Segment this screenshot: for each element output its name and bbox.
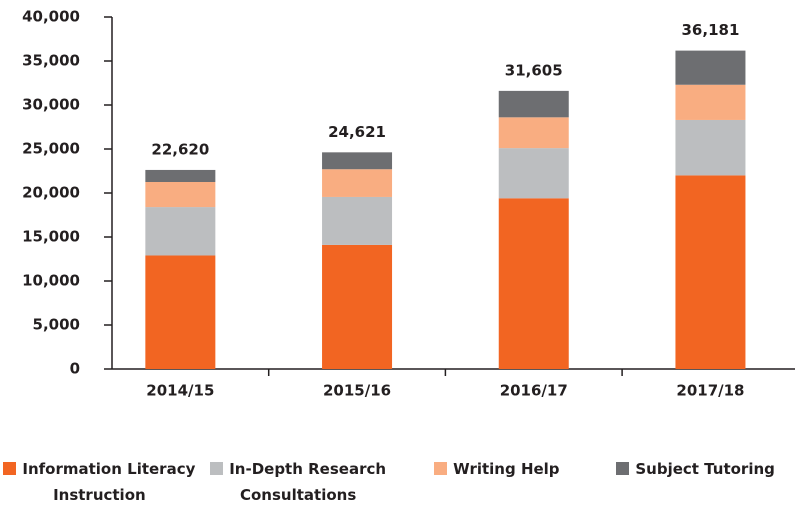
y-tick-label: 40,000 xyxy=(22,8,80,26)
bar-segment xyxy=(498,148,569,199)
total-label: 36,181 xyxy=(682,21,740,39)
bar-segment xyxy=(145,255,216,369)
y-tick-label: 20,000 xyxy=(22,184,80,202)
bar-segment xyxy=(322,152,393,170)
bar-segment xyxy=(675,84,746,120)
legend-item: Subject Tutoring xyxy=(598,456,793,505)
bar-segment xyxy=(675,175,746,369)
legend: Information Literacy Instruction In-Depth… xyxy=(0,456,795,505)
total-label: 22,620 xyxy=(151,140,209,158)
legend-swatch xyxy=(434,462,448,475)
legend-swatch xyxy=(210,462,224,475)
bar-segment xyxy=(498,90,569,118)
bar-segment xyxy=(498,198,569,369)
bar-segment xyxy=(675,119,746,176)
x-tick-label: 2015/16 xyxy=(323,382,391,400)
y-tick-label: 25,000 xyxy=(22,140,80,158)
x-tick-label: 2017/18 xyxy=(676,382,744,400)
legend-item: In-Depth Research Consultations xyxy=(201,456,396,505)
x-tick-label: 2016/17 xyxy=(500,382,568,400)
y-tick-label: 5,000 xyxy=(33,316,80,334)
bar-segment xyxy=(145,169,216,182)
y-tick-label: 35,000 xyxy=(22,52,80,70)
total-label: 24,621 xyxy=(328,123,386,141)
legend-item: Writing Help xyxy=(399,456,594,505)
bar-segment xyxy=(675,50,746,85)
total-label: 31,605 xyxy=(505,61,563,79)
bar-segment xyxy=(498,117,569,149)
legend-label: Information Literacy Instruction xyxy=(22,460,196,504)
y-tick-label: 15,000 xyxy=(22,228,80,246)
y-tick-label: 10,000 xyxy=(22,272,80,290)
chart: 0 5,000 10,000 15,000 20,000 25,000 30,000 35,0… xyxy=(22,8,795,400)
legend-swatch xyxy=(3,462,17,475)
bar-segment xyxy=(322,244,393,369)
bar-segment xyxy=(322,196,393,245)
legend-label: Writing Help xyxy=(453,460,560,478)
legend-swatch xyxy=(616,462,630,475)
legend-item: Information Literacy Instruction xyxy=(2,456,197,505)
bar-segment xyxy=(322,169,393,197)
bar-segment xyxy=(145,182,216,208)
x-tick-label: 2014/15 xyxy=(146,382,214,400)
legend-label: Subject Tutoring xyxy=(635,460,775,478)
y-tick-label: 0 xyxy=(70,360,80,378)
bar-segment xyxy=(145,207,216,256)
y-tick-label: 30,000 xyxy=(22,96,80,114)
legend-label: In-Depth Research Consultations xyxy=(229,460,387,504)
